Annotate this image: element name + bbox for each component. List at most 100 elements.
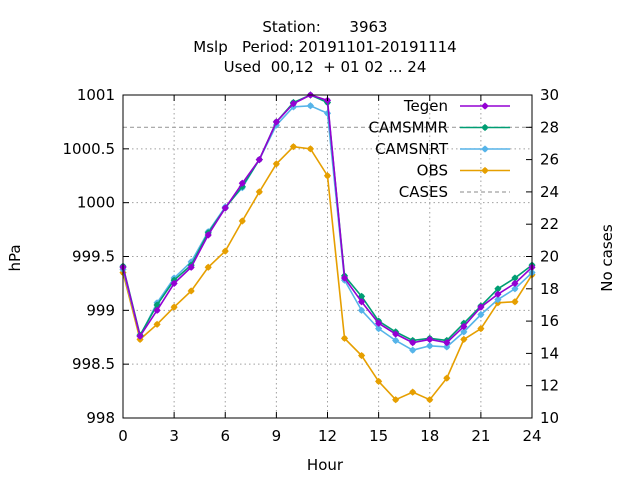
x-tick-label: 15	[369, 427, 388, 445]
data-point	[409, 347, 416, 353]
data-point	[358, 352, 365, 359]
data-point	[222, 248, 229, 254]
legend-entry: OBS	[417, 162, 510, 180]
legend-entry: Tegen	[403, 97, 510, 115]
legend-entry: CAMSNRT	[375, 140, 510, 158]
data-point	[495, 296, 501, 303]
data-point	[392, 331, 399, 337]
y-tick-label: 999.5	[72, 248, 115, 266]
data-point	[512, 275, 518, 281]
data-point	[478, 311, 484, 318]
axis-ticks: 0 3 6 9 12 15 18 21 24 998 998.5 999 999.5 1000 1000.5…	[63, 86, 560, 445]
y2-axis-label: No cases	[598, 224, 616, 292]
legend-label: CASES	[399, 183, 448, 201]
data-point	[482, 103, 488, 109]
data-point	[307, 102, 314, 109]
y-tick-label: 1001	[77, 86, 115, 104]
data-point	[290, 100, 297, 107]
data-point	[461, 336, 467, 343]
data-point	[478, 325, 484, 332]
data-point	[392, 337, 399, 344]
data-point	[154, 302, 160, 308]
data-point	[443, 339, 450, 346]
data-point	[461, 323, 467, 330]
y-tick-label: 998.5	[72, 355, 115, 373]
data-point	[273, 119, 280, 125]
legend-label: CAMSMMR	[368, 119, 448, 137]
y2-tick-label: 26	[540, 151, 559, 169]
legend: Tegen CAMSMMR CAMSNRT OBS CASES	[368, 97, 510, 201]
data-point	[256, 189, 263, 195]
data-point	[205, 264, 212, 271]
y-tick-label: 999	[86, 301, 115, 319]
data-point	[171, 280, 177, 287]
data-point	[256, 156, 263, 163]
title-line-2: Mslp Period: 20191101-20191114	[193, 38, 456, 56]
x-tick-label: 18	[420, 427, 439, 445]
data-point	[358, 293, 365, 300]
data-point	[341, 275, 348, 281]
legend-label: CAMSNRT	[375, 140, 449, 158]
data-point	[222, 205, 229, 211]
data-point	[482, 167, 488, 174]
legend-label: OBS	[417, 162, 448, 180]
x-tick-label: 9	[272, 427, 282, 445]
data-point	[482, 146, 488, 152]
data-point	[358, 307, 365, 314]
data-point	[512, 280, 518, 287]
data-point	[324, 172, 331, 179]
y2-tick-label: 16	[540, 312, 559, 330]
data-point	[461, 329, 467, 335]
data-point	[443, 344, 450, 350]
legend-entry: CAMSMMR	[368, 119, 510, 137]
data-point	[375, 378, 382, 385]
data-point	[205, 232, 212, 238]
x-tick-label: 12	[318, 427, 337, 445]
data-point	[358, 298, 365, 305]
data-point	[409, 389, 416, 395]
data-point	[307, 146, 314, 152]
data-point	[478, 304, 484, 310]
data-point	[154, 321, 160, 328]
y2-tick-label: 12	[540, 377, 559, 395]
data-point	[426, 343, 433, 349]
data-point	[443, 375, 450, 381]
data-point	[154, 307, 160, 314]
data-point	[392, 396, 399, 403]
x-axis-label: Hour	[307, 456, 344, 474]
data-point	[482, 124, 488, 131]
data-point	[188, 264, 194, 271]
data-point	[512, 298, 518, 305]
x-tick-label: 21	[471, 427, 490, 445]
legend-entry: CASES	[399, 183, 510, 201]
data-point	[341, 335, 348, 342]
legend-label: Tegen	[403, 97, 448, 115]
data-point	[375, 325, 382, 332]
data-point	[426, 396, 433, 403]
data-point	[495, 286, 501, 292]
data-point	[137, 333, 143, 339]
y-tick-label: 1000.5	[63, 140, 116, 158]
y2-tick-label: 14	[540, 344, 559, 362]
data-point	[239, 218, 246, 224]
y-axis-label: hPa	[6, 244, 24, 271]
data-point	[375, 320, 382, 327]
data-point	[290, 143, 297, 150]
y-tick-label: 1000	[77, 194, 115, 212]
title-line-3: Used 00,12 + 01 02 ... 24	[224, 58, 427, 76]
y2-tick-label: 28	[540, 118, 559, 136]
x-tick-label: 24	[522, 427, 541, 445]
y2-tick-label: 20	[540, 248, 559, 266]
y2-tick-label: 22	[540, 215, 559, 233]
data-point	[273, 161, 280, 167]
data-point	[171, 304, 177, 310]
x-tick-label: 0	[118, 427, 128, 445]
series-tegen	[119, 91, 536, 347]
data-point	[239, 180, 246, 187]
series-line-camsnrt	[122, 104, 533, 352]
data-point	[512, 286, 518, 292]
data-point	[188, 288, 194, 294]
x-tick-label: 3	[169, 427, 179, 445]
x-tick-label: 6	[220, 427, 230, 445]
